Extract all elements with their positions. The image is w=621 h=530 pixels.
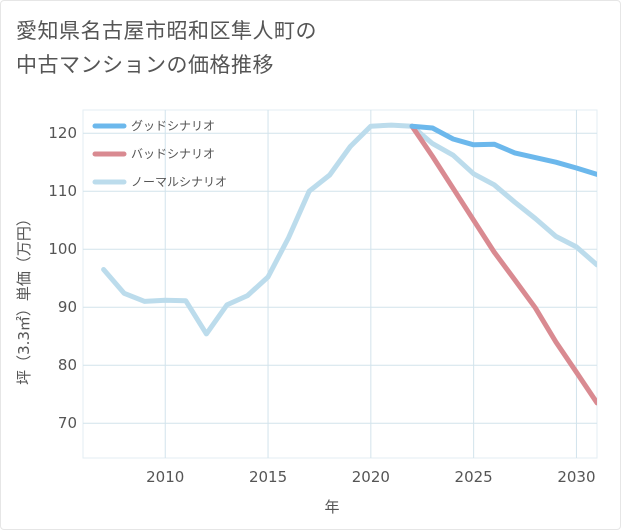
y-tick-label: 120 [48,124,77,142]
x-tick-label: 2015 [249,468,287,486]
legend-label: グッドシナリオ [131,119,215,133]
x-tick-label: 2010 [146,468,184,486]
series-group [101,122,597,406]
legend-label: ノーマルシナリオ [131,175,227,189]
y-tick-label: 110 [48,182,77,200]
x-tick-label: 2030 [557,468,595,486]
chart-title-line-2: 中古マンションの価格推移 [16,53,274,77]
grid [82,109,598,459]
y-tick-label: 90 [58,298,77,316]
x-tick-label: 2025 [455,468,493,486]
plot-area [82,109,598,459]
y-axis-title: 坪（3.3㎡）単価（万円） [15,211,33,385]
series-line-1 [409,123,597,406]
x-tick-label: 2020 [352,468,390,486]
chart-title-line-1: 愛知県名古屋市昭和区隼人町の [16,19,317,43]
y-tick-label: 70 [58,414,77,432]
tick-labels: 2010 2015 2020 2025 2030 70 80 90 100 110 120 [48,124,595,486]
series-line-0 [409,123,597,177]
y-tick-label: 80 [58,356,77,374]
x-axis-title: 年 [324,498,339,516]
series-line-2 [101,122,597,337]
chart-title: 愛知県名古屋市昭和区隼人町の 中古マンションの価格推移 [16,14,576,82]
y-tick-label: 100 [48,240,77,258]
legend-label: バッドシナリオ [131,147,215,161]
